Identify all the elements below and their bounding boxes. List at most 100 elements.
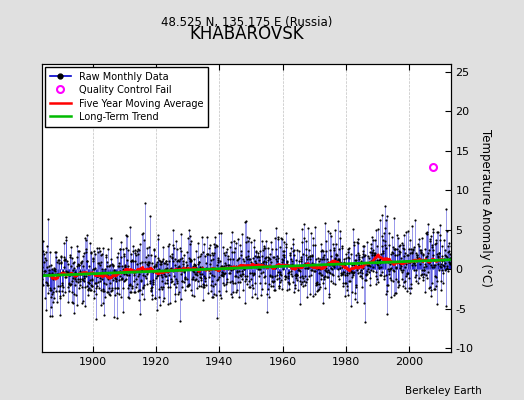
Point <box>291 285 299 291</box>
Point <box>289 248 298 254</box>
Point <box>262 238 270 244</box>
Point <box>346 266 354 273</box>
Point <box>440 257 449 263</box>
Point <box>121 263 129 269</box>
Point <box>66 254 74 260</box>
Point <box>222 287 230 294</box>
Point <box>439 256 447 263</box>
Point <box>292 275 300 282</box>
Point <box>340 269 348 275</box>
Point <box>187 287 195 294</box>
Point <box>129 248 137 254</box>
Point <box>351 257 359 264</box>
Point <box>237 252 245 258</box>
Point <box>389 268 398 274</box>
Point <box>89 256 97 262</box>
Point <box>192 248 200 254</box>
Point <box>335 265 344 271</box>
Point <box>392 290 400 296</box>
Point <box>88 277 96 284</box>
Point <box>224 262 233 268</box>
Point <box>189 261 198 267</box>
Point <box>143 271 151 277</box>
Point <box>101 270 109 276</box>
Point <box>130 272 138 278</box>
Point <box>389 266 397 273</box>
Point <box>294 265 302 271</box>
Point <box>222 262 230 268</box>
Point <box>78 284 86 290</box>
Point <box>428 242 436 248</box>
Point <box>79 263 87 270</box>
Point <box>445 255 454 261</box>
Point <box>215 274 223 280</box>
Point <box>145 265 154 271</box>
Point <box>295 258 303 264</box>
Point <box>346 266 354 272</box>
Point <box>426 236 434 242</box>
Point <box>133 266 141 273</box>
Point <box>380 202 389 209</box>
Point <box>316 269 324 276</box>
Point <box>433 253 442 259</box>
Point <box>76 268 84 274</box>
Point <box>239 266 248 272</box>
Point <box>95 274 104 281</box>
Point <box>206 260 215 267</box>
Point <box>365 275 374 282</box>
Point <box>78 276 86 282</box>
Point <box>244 238 253 245</box>
Point <box>224 262 233 268</box>
Point <box>196 271 204 277</box>
Point <box>231 264 239 270</box>
Point <box>96 287 105 293</box>
Point <box>383 288 391 295</box>
Point <box>278 248 287 254</box>
Point <box>178 283 186 290</box>
Point <box>49 289 58 295</box>
Point <box>298 238 307 245</box>
Point <box>350 239 358 246</box>
Point <box>367 244 375 251</box>
Point <box>69 300 78 306</box>
Point <box>329 240 337 247</box>
Point <box>419 251 427 258</box>
Point <box>233 257 242 263</box>
Point <box>418 257 427 264</box>
Point <box>166 252 174 259</box>
Point <box>146 278 154 284</box>
Point <box>301 282 310 289</box>
Point <box>365 254 374 261</box>
Point <box>89 258 97 264</box>
Point <box>364 262 373 268</box>
Point <box>422 272 430 278</box>
Point <box>234 274 242 280</box>
Point <box>345 245 353 252</box>
Point <box>341 260 350 267</box>
Point <box>162 264 171 271</box>
Point <box>150 253 159 260</box>
Point <box>425 284 434 290</box>
Point <box>176 244 184 251</box>
Point <box>58 282 66 289</box>
Point <box>212 266 220 272</box>
Text: 48.525 N, 135.175 E (Russia): 48.525 N, 135.175 E (Russia) <box>160 16 332 30</box>
Point <box>235 268 244 274</box>
Point <box>49 294 58 301</box>
Point <box>107 272 115 279</box>
Point <box>364 266 372 272</box>
Point <box>204 267 213 274</box>
Point <box>156 302 165 308</box>
Point <box>82 249 90 256</box>
Point <box>403 271 411 277</box>
Point <box>312 279 321 285</box>
Point <box>147 285 155 291</box>
Point <box>177 231 185 238</box>
Point <box>294 267 302 274</box>
Point <box>181 264 190 271</box>
Point <box>110 267 118 273</box>
Point <box>246 256 255 262</box>
Point <box>55 288 63 294</box>
Point <box>248 261 256 267</box>
Point <box>276 269 284 275</box>
